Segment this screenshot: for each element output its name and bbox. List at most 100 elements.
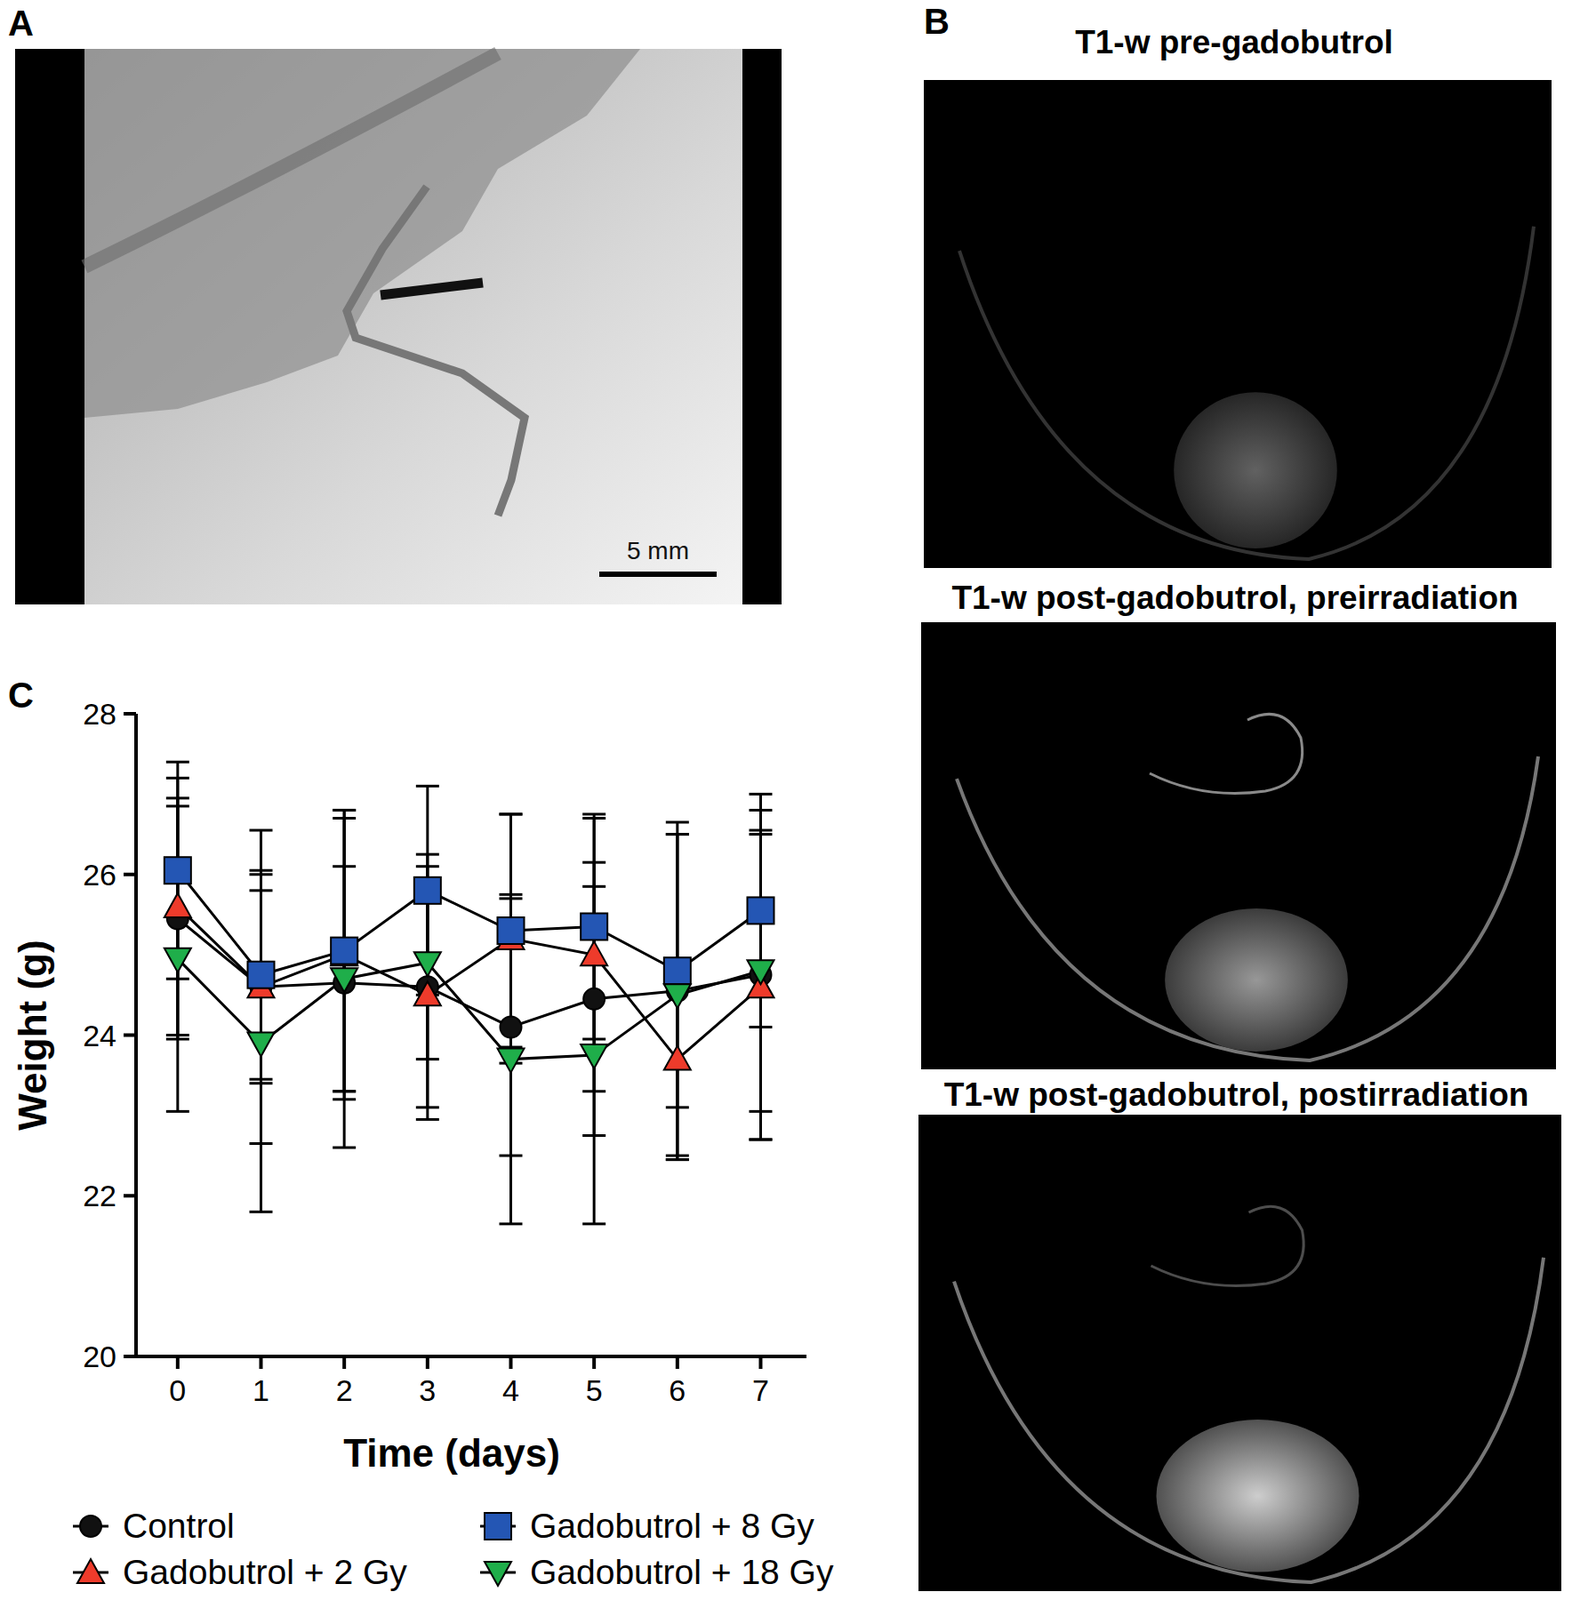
error-bar-cap [166,761,190,764]
data-point [330,968,358,993]
x-tick [342,1356,346,1370]
data-point [746,897,774,924]
error-bar-cap [248,873,273,876]
mri-tumor [1173,392,1338,549]
xray-spine [84,53,498,267]
error-bar-cap [748,793,772,796]
error-bar-cap [332,809,356,812]
data-point [580,1044,608,1069]
x-tick [258,1356,263,1370]
mri-vessel [1151,1206,1305,1286]
data-point [247,1033,274,1058]
data-point [580,913,608,940]
data-point [664,957,691,985]
error-bar-cap [416,1106,440,1109]
error-bar-cap [665,1158,690,1162]
legend-marker [80,1515,102,1538]
x-tick [758,1356,762,1370]
y-tick-label: 20 [82,1339,117,1374]
error-bar-cap [166,804,190,808]
data-point [330,938,358,965]
error-bar-cap [582,885,606,889]
data-point [164,948,192,973]
data-point [164,893,192,918]
xray-frame [15,48,782,605]
xray-marker [380,282,483,296]
error-bar-cap [582,1222,606,1226]
scale-bar-label: 5 mm [626,537,690,565]
error-bar-cap [498,893,522,897]
x-axis-title: Time (days) [343,1431,561,1476]
mri-outline [954,1258,1544,1583]
error-bar-cap [665,821,690,825]
legend-label: Gadobutrol + 2 Gy [122,1553,408,1592]
error-bar-cap [665,833,690,836]
x-tick [176,1356,180,1370]
mri-image [918,1114,1562,1592]
scale-bar [599,571,717,578]
xray-body [84,48,641,418]
plot-area [164,761,775,1225]
mri-image [923,80,1552,569]
y-tick-label: 22 [82,1178,117,1213]
error-bar-cap [332,1090,356,1093]
error-bar-cap [332,809,356,812]
data-point [664,1046,691,1071]
data-point [414,981,442,1006]
xray-image [84,48,743,605]
x-tick-label: 6 [668,1373,686,1408]
error-bar-cap [498,1222,522,1226]
legend-marker [484,1513,512,1540]
panel-label: A [8,3,34,43]
x-tick-label: 1 [252,1373,270,1408]
error-bar-cap [748,1110,772,1114]
figure: 5 mm T1-w pre-gadobutrol T1-w post-gadobut… [0,0,1596,1600]
error-bar-cap [248,1211,273,1214]
error-bar-cap [166,1110,190,1114]
y-tick-label: 24 [82,1018,117,1053]
y-tick [123,1034,137,1038]
error-bar-cap [416,865,440,868]
error-bar-cap [332,1146,356,1150]
mri-title: T1-w post-gadobutrol, postirradiation [944,1076,1530,1114]
error-bar-cap [416,1118,440,1122]
mri-tumor [1156,1419,1360,1573]
legend-label: Gadobutrol + 8 Gy [529,1507,815,1546]
legend-label: Gadobutrol + 18 Gy [529,1553,835,1592]
mri-vessel [1149,713,1303,794]
data-point [583,988,605,1011]
y-tick [123,873,137,877]
data-point [746,960,774,985]
error-bar-cap [748,1138,772,1141]
mri-title: T1-w post-gadobutrol, preirradiation [951,579,1518,617]
x-tick-label: 4 [502,1373,520,1408]
error-bar-cap [665,1154,690,1158]
legend-marker [484,1562,512,1587]
y-tick-label: 26 [82,858,117,892]
x-axis [136,1355,807,1359]
data-point [164,857,192,884]
error-bar-cap [748,829,772,833]
data-point [414,952,442,977]
legend-label: Control [122,1507,235,1546]
data-point [499,1016,522,1038]
xray-leg [346,186,525,516]
error-bar-cap [248,829,273,833]
y-tick [123,712,137,716]
x-tick [675,1356,680,1370]
panel-label: B [923,1,950,41]
x-tick [425,1356,430,1370]
data-point [497,917,524,945]
error-bar-cap [416,785,440,788]
x-tick-label: 2 [336,1373,353,1408]
error-bar-cap [332,1090,356,1093]
data-point [414,877,442,905]
y-axis-title: Weight (g) [10,939,55,1131]
mri-outline [956,756,1539,1061]
x-tick-label: 5 [585,1373,603,1408]
y-tick [123,1355,137,1359]
mri-tumor [1164,908,1348,1052]
x-tick-label: 3 [418,1373,436,1408]
x-tick [592,1356,596,1370]
mri-title: T1-w pre-gadobutrol [1074,24,1394,61]
